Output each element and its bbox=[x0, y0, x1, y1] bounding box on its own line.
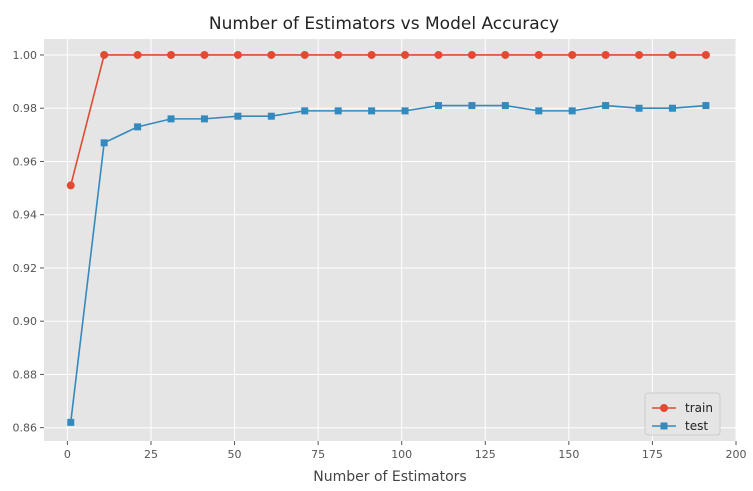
data-point-train bbox=[434, 50, 443, 59]
x-tick-label: 150 bbox=[558, 448, 579, 461]
x-tick-label: 75 bbox=[311, 448, 325, 461]
data-point-test bbox=[468, 102, 476, 110]
data-point-test bbox=[234, 112, 242, 120]
data-point-train bbox=[701, 50, 710, 59]
data-point-test bbox=[301, 107, 309, 115]
data-point-test bbox=[635, 104, 643, 112]
data-point-train bbox=[300, 50, 309, 59]
legend-label-train: train bbox=[685, 401, 713, 415]
y-tick-label: 0.96 bbox=[13, 155, 38, 168]
data-point-train bbox=[635, 50, 644, 59]
x-tick-label: 100 bbox=[391, 448, 412, 461]
series-line-train bbox=[69, 54, 706, 186]
series-test bbox=[67, 102, 710, 426]
data-point-train bbox=[668, 50, 677, 59]
data-point-test bbox=[668, 104, 676, 112]
y-tick-label: 1.00 bbox=[13, 49, 38, 62]
legend: train test bbox=[644, 392, 721, 436]
data-point-test bbox=[167, 115, 175, 123]
data-point-train bbox=[200, 50, 209, 59]
x-tick-label: 175 bbox=[642, 448, 663, 461]
data-point-train bbox=[267, 50, 276, 59]
data-point-train bbox=[100, 50, 109, 59]
legend-marker-test bbox=[660, 422, 668, 430]
x-tick-label: 25 bbox=[144, 448, 158, 461]
data-point-test bbox=[535, 107, 543, 115]
data-point-train bbox=[467, 50, 476, 59]
series-train bbox=[66, 50, 710, 190]
x-tick-label: 50 bbox=[228, 448, 242, 461]
data-point-test bbox=[200, 115, 208, 123]
x-tick-label: 125 bbox=[475, 448, 496, 461]
data-point-train bbox=[401, 50, 410, 59]
y-tick-label: 0.98 bbox=[13, 102, 38, 115]
data-point-train bbox=[534, 50, 543, 59]
data-point-test bbox=[401, 107, 409, 115]
y-tick-label: 0.88 bbox=[13, 368, 38, 381]
x-axis-ticks: 0 25 50 75 100 125 150 175 200 bbox=[64, 441, 747, 461]
x-axis-label: Number of Estimators bbox=[313, 469, 466, 485]
series-line-test bbox=[69, 104, 706, 423]
data-point-test bbox=[602, 102, 610, 110]
legend-marker-train bbox=[660, 404, 668, 412]
legend-label-test: test bbox=[685, 419, 708, 433]
x-tick-label: 0 bbox=[64, 448, 71, 461]
data-point-test bbox=[568, 107, 576, 115]
y-tick-label: 0.94 bbox=[13, 209, 38, 222]
data-point-train bbox=[568, 50, 577, 59]
data-point-test bbox=[334, 107, 342, 115]
data-point-test bbox=[67, 418, 75, 426]
x-tick-label: 200 bbox=[726, 448, 747, 461]
data-point-test bbox=[501, 102, 509, 110]
data-point-train bbox=[167, 50, 176, 59]
data-point-test bbox=[267, 112, 275, 120]
data-point-test bbox=[368, 107, 376, 115]
y-axis-ticks: 0.86 0.88 0.90 0.92 0.94 0.96 0.98 1.00 bbox=[13, 49, 44, 435]
data-point-test bbox=[100, 139, 108, 147]
y-tick-label: 0.92 bbox=[13, 262, 38, 275]
data-point-train bbox=[501, 50, 510, 59]
data-point-test bbox=[434, 102, 442, 110]
data-point-train bbox=[334, 50, 343, 59]
data-point-train bbox=[133, 50, 142, 59]
data-point-train bbox=[66, 181, 75, 190]
data-point-test bbox=[702, 102, 710, 110]
y-tick-label: 0.86 bbox=[13, 422, 38, 435]
y-tick-label: 0.90 bbox=[13, 315, 38, 328]
data-point-train bbox=[233, 50, 242, 59]
series-layer bbox=[66, 50, 710, 426]
chart-title: Number of Estimators vs Model Accuracy bbox=[209, 14, 559, 34]
plot-area bbox=[44, 39, 736, 441]
data-point-train bbox=[601, 50, 610, 59]
data-point-test bbox=[134, 123, 142, 131]
data-point-train bbox=[367, 50, 376, 59]
